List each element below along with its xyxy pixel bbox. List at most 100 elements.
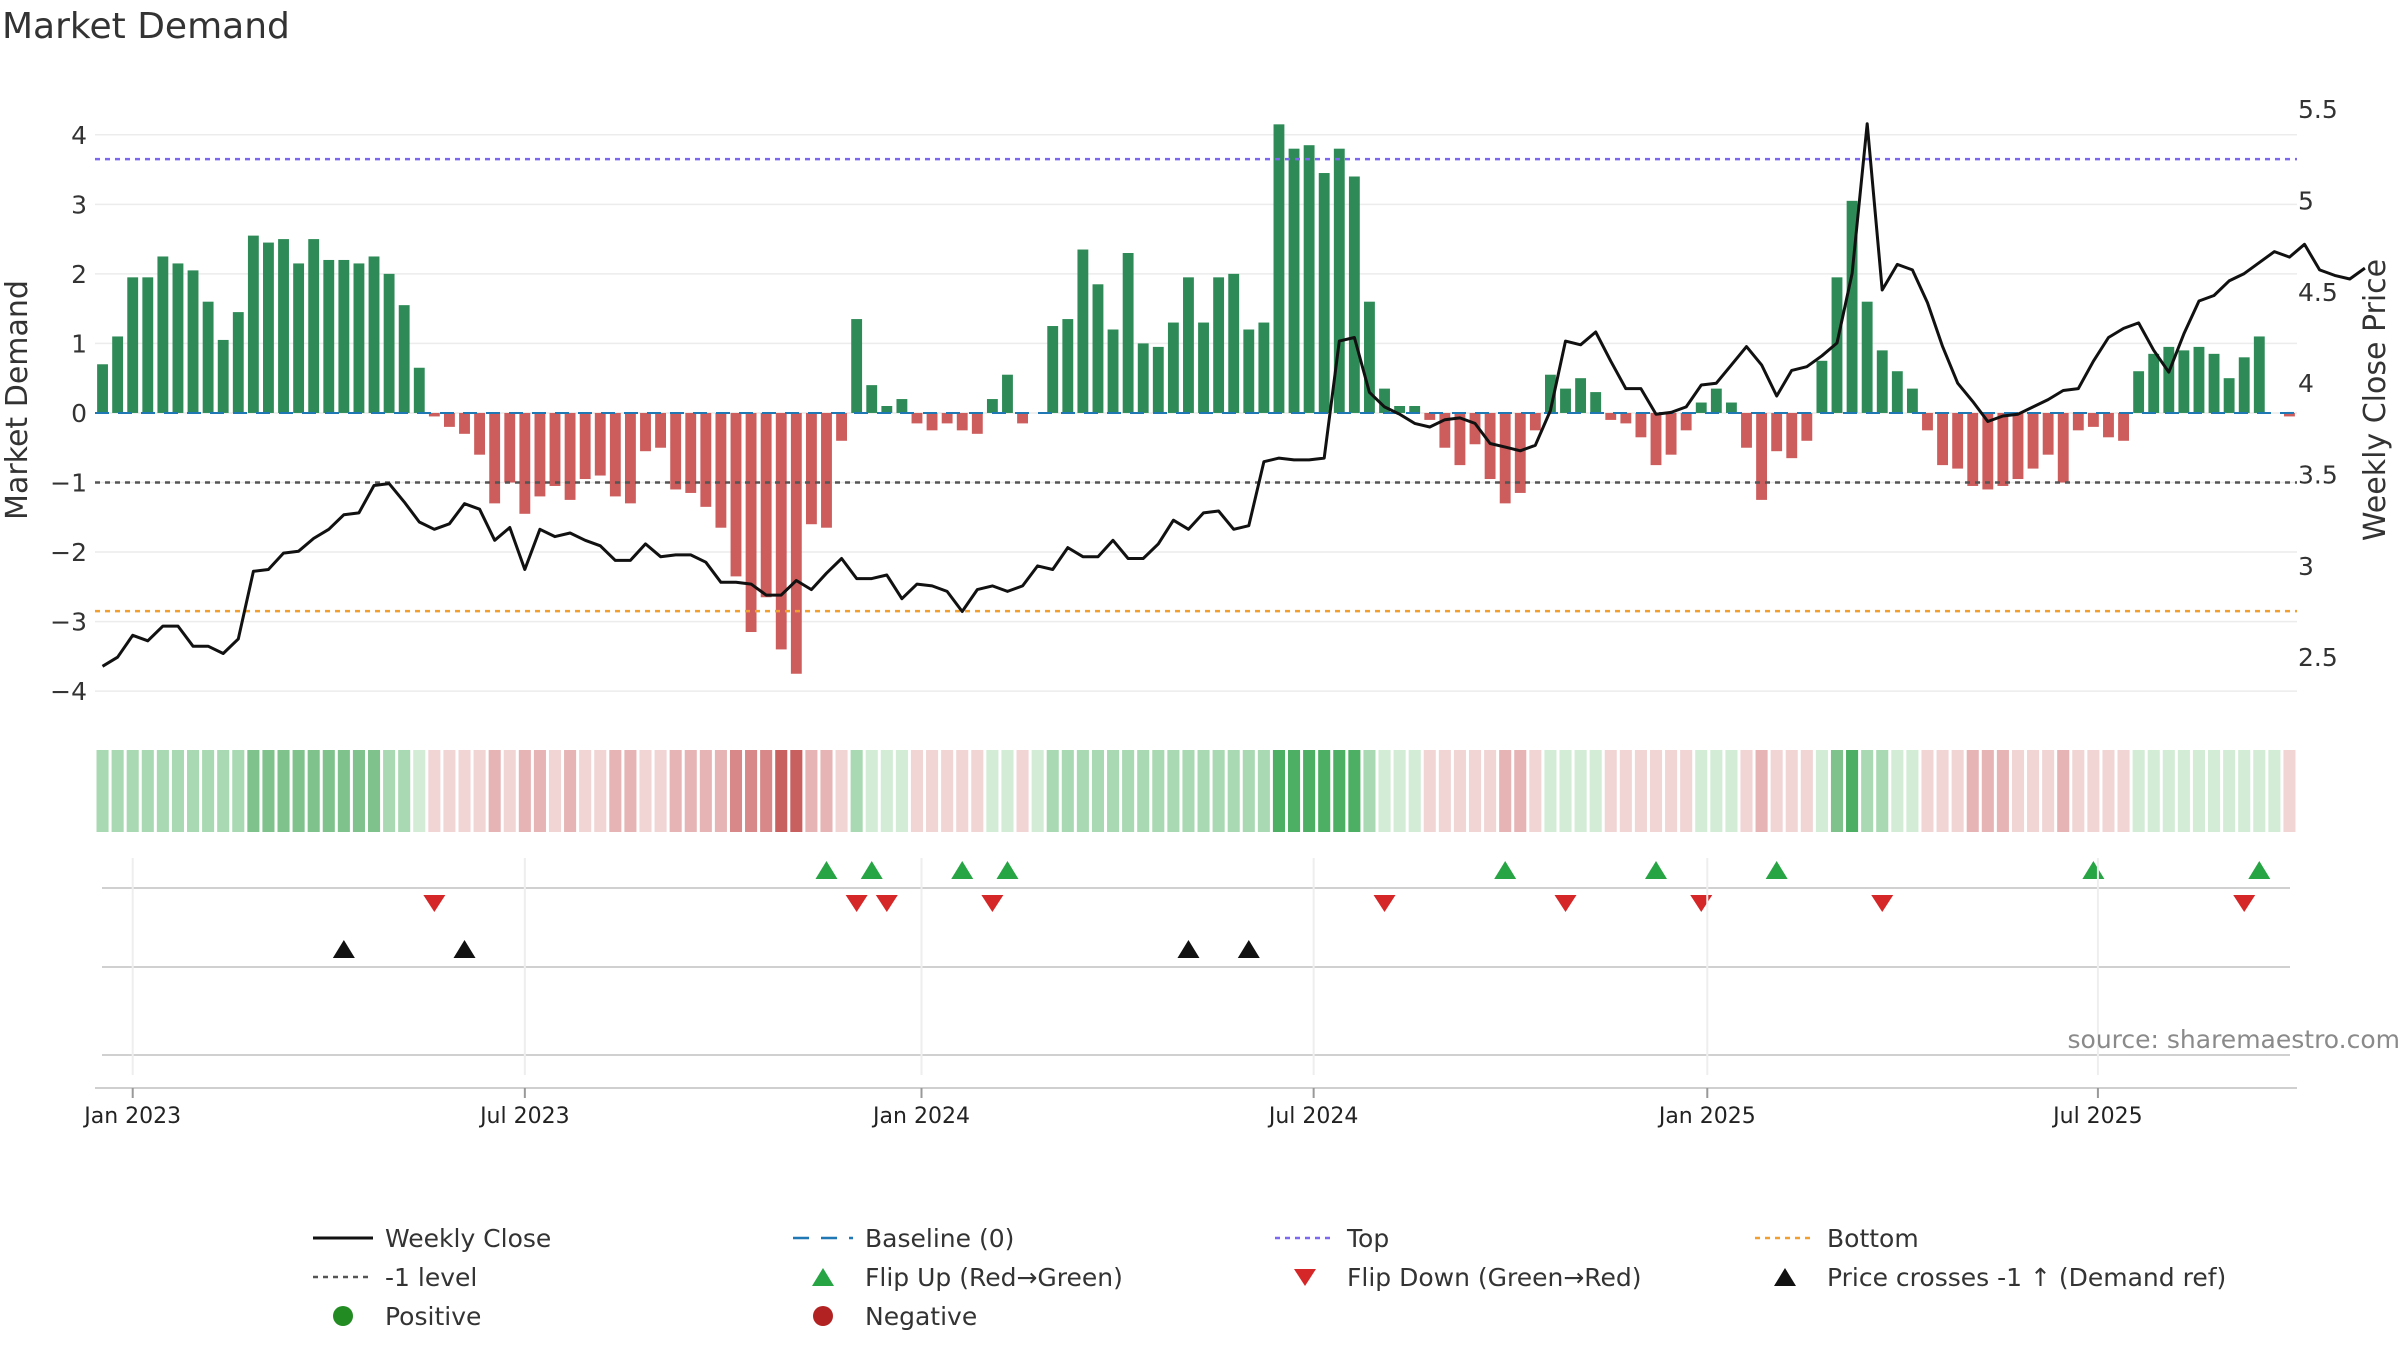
demand-bar: [2284, 412, 2295, 417]
strip-cell: [2011, 750, 2025, 832]
demand-bar: [1725, 402, 1737, 413]
demand-bar: [293, 263, 305, 413]
demand-bar: [2057, 412, 2069, 483]
strip-cell: [96, 750, 109, 832]
strip-cell: [1921, 750, 1934, 832]
y-right-tick-label: 4.5: [2298, 278, 2338, 307]
y-left-tick-label: 1: [71, 329, 87, 358]
legend-item: -1 level: [313, 1263, 477, 1292]
demand-bar: [172, 263, 184, 413]
strip-cell: [1619, 750, 1632, 832]
demand-bar: [459, 412, 470, 434]
demand-color-strip: [96, 750, 2296, 832]
strip-cell: [594, 750, 607, 832]
strip-cell: [1242, 750, 1255, 832]
strip-cell: [654, 750, 667, 832]
demand-bar: [1514, 412, 1526, 493]
demand-bar: [1107, 329, 1119, 413]
demand-bar: [323, 259, 335, 413]
strip-cell: [850, 750, 863, 832]
legend-label: Flip Down (Green→Red): [1347, 1263, 1642, 1292]
legend-item: Weekly Close: [313, 1224, 551, 1253]
strip-cell: [1574, 750, 1587, 832]
demand-bar: [1318, 173, 1330, 413]
demand-bar: [1183, 277, 1194, 413]
strip-cell: [2253, 750, 2266, 832]
strip-cell: [880, 750, 893, 832]
strip-cell: [1800, 750, 1813, 832]
demand-bar: [2042, 412, 2054, 455]
y-axis-left-ticks: 4 3 2 1 0 −1 −2 −3 −4: [50, 121, 87, 706]
demand-bar: [444, 412, 455, 427]
demand-bar: [1424, 412, 1436, 420]
strip-cell: [398, 750, 411, 832]
strip-cell: [956, 750, 969, 832]
demand-bar: [142, 277, 154, 413]
strip-cell: [1227, 750, 1240, 832]
flip-up-marker: [860, 861, 883, 879]
strip-cell: [1423, 750, 1436, 832]
demand-bar: [926, 412, 938, 431]
strip-cell: [1016, 750, 1029, 832]
legend-label: Negative: [865, 1302, 977, 1331]
demand-bar: [413, 367, 425, 413]
strip-cell: [1951, 750, 1964, 832]
flip-up-marker: [1494, 861, 1517, 879]
strip-cell: [1649, 750, 1663, 832]
strip-cell: [262, 750, 275, 832]
strip-cell: [1257, 750, 1270, 832]
strip-cell: [1453, 750, 1466, 832]
strip-cell: [1680, 750, 1693, 832]
demand-bar: [1695, 402, 1707, 413]
demand-bar: [1122, 253, 1134, 413]
demand-bar: [1635, 412, 1647, 438]
demand-bar: [1771, 412, 1783, 452]
strip-cell: [1981, 750, 1994, 832]
strip-cell: [835, 750, 848, 832]
demand-bar: [2178, 350, 2190, 413]
demand-bar: [1816, 360, 1828, 413]
demand-bar: [1545, 374, 1556, 413]
strip-cell: [383, 750, 396, 832]
demand-bar: [2253, 336, 2265, 413]
legend-item: Top: [1275, 1224, 1389, 1253]
strip-cell: [1514, 750, 1527, 832]
flip-down-marker: [845, 895, 868, 912]
strip-cell: [1288, 750, 1301, 832]
strip-cell: [156, 750, 169, 832]
strip-cell: [714, 750, 727, 832]
demand-bar: [1288, 148, 1300, 413]
strip-cell: [1408, 750, 1421, 832]
flip-down-marker: [1690, 895, 1713, 912]
demand-bar: [1484, 412, 1496, 480]
demand-bar: [157, 256, 169, 413]
demand-bar: [1469, 412, 1481, 445]
strip-cell: [1725, 750, 1738, 832]
demand-bar: [1786, 412, 1798, 459]
demand-bar: [564, 412, 576, 500]
flip-up-marker: [815, 861, 838, 879]
y-left-tick-label: 3: [71, 190, 87, 219]
strip-cell: [1031, 750, 1044, 832]
strip-cell: [1091, 750, 1104, 832]
strip-cell: [533, 750, 546, 832]
demand-bar: [760, 412, 772, 598]
strip-cell: [2117, 750, 2130, 832]
demand-bar: [2148, 353, 2160, 413]
legend-label: Weekly Close: [385, 1224, 551, 1253]
demand-bar: [1333, 148, 1345, 413]
demand-bar: [217, 339, 229, 413]
flip-down-marker: [1871, 895, 1894, 912]
strip-cell: [820, 750, 833, 832]
price-cross-marker: [453, 940, 476, 958]
strip-cell: [171, 750, 184, 832]
strip-cell: [729, 750, 743, 832]
weekly-close-line: [101, 122, 2366, 668]
strip-cell: [1499, 750, 1512, 832]
strip-cell: [1815, 750, 1828, 832]
strip-cell: [609, 750, 622, 832]
demand-bar: [278, 239, 289, 413]
demand-bar: [504, 412, 516, 483]
price-cross-marker: [332, 940, 355, 958]
